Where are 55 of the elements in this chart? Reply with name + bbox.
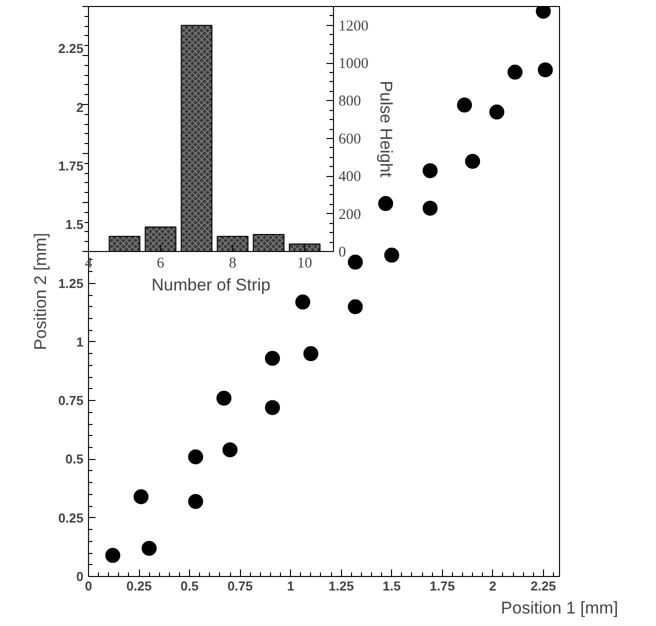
x-tick-label: 0.5 <box>180 578 199 594</box>
point <box>422 163 438 178</box>
point <box>188 494 204 509</box>
point <box>384 248 400 263</box>
point <box>465 154 480 169</box>
point <box>264 400 280 416</box>
x-tick-label: 2.25 <box>530 578 556 594</box>
x-tick-label: 0.25 <box>126 578 152 594</box>
x-tick-label: 0.75 <box>227 578 253 594</box>
y-tick-label: 0.75 <box>58 393 84 408</box>
point <box>188 449 204 464</box>
x-tick-label: 2 <box>489 578 496 594</box>
y-tick-label: 2 <box>76 100 84 115</box>
point <box>134 489 149 504</box>
y-tick-label: 2.25 <box>58 41 84 56</box>
x-tick-label: 1 <box>287 578 294 594</box>
y-tick-label: 1 <box>76 334 84 350</box>
y-tick-label: 0.5 <box>65 452 84 467</box>
y-tick-label: 0 <box>76 569 84 584</box>
x-tick-label: 1.25 <box>328 578 354 594</box>
y-tick-label: 1.5 <box>65 217 84 232</box>
y2-axis-title: Pulse Height <box>376 80 396 178</box>
point <box>508 64 523 80</box>
y2-tick-label: 800 <box>338 94 361 110</box>
x-tick-label: 1.5 <box>382 578 401 594</box>
point <box>348 254 363 270</box>
point <box>456 98 472 113</box>
y-tick-label: 0.25 <box>58 510 84 526</box>
point <box>222 442 238 458</box>
y2-tick-label: 600 <box>338 131 361 148</box>
point <box>538 62 553 78</box>
y-tick-label: 1.25 <box>58 276 84 291</box>
point <box>295 294 310 310</box>
point <box>303 346 318 362</box>
point <box>264 350 280 366</box>
y-tick-label: 1.75 <box>58 158 84 174</box>
point <box>378 196 394 212</box>
point <box>422 200 438 216</box>
point <box>489 104 504 120</box>
y2-tick-label: 200 <box>338 206 361 223</box>
x-tick-label: 6 <box>156 256 165 272</box>
y-axis-title: Position 2 [mm] <box>31 232 50 350</box>
x-tick-label: 1.75 <box>430 578 455 594</box>
point <box>348 299 363 314</box>
x-axis-title: Position 1 [mm] <box>500 598 618 618</box>
point <box>142 540 157 556</box>
x-tick-label: 8 <box>228 256 236 272</box>
y2-tick-label: 1200 <box>338 18 368 34</box>
x-tick-label: 10 <box>297 256 312 272</box>
y2-tick-label: 0 <box>338 244 346 260</box>
y2-tick-label: 400 <box>338 169 361 186</box>
y2-tick-label: 1000 <box>338 56 368 72</box>
x-axis-title: Number of Strip <box>151 276 271 294</box>
point <box>216 390 232 406</box>
point <box>105 548 120 563</box>
